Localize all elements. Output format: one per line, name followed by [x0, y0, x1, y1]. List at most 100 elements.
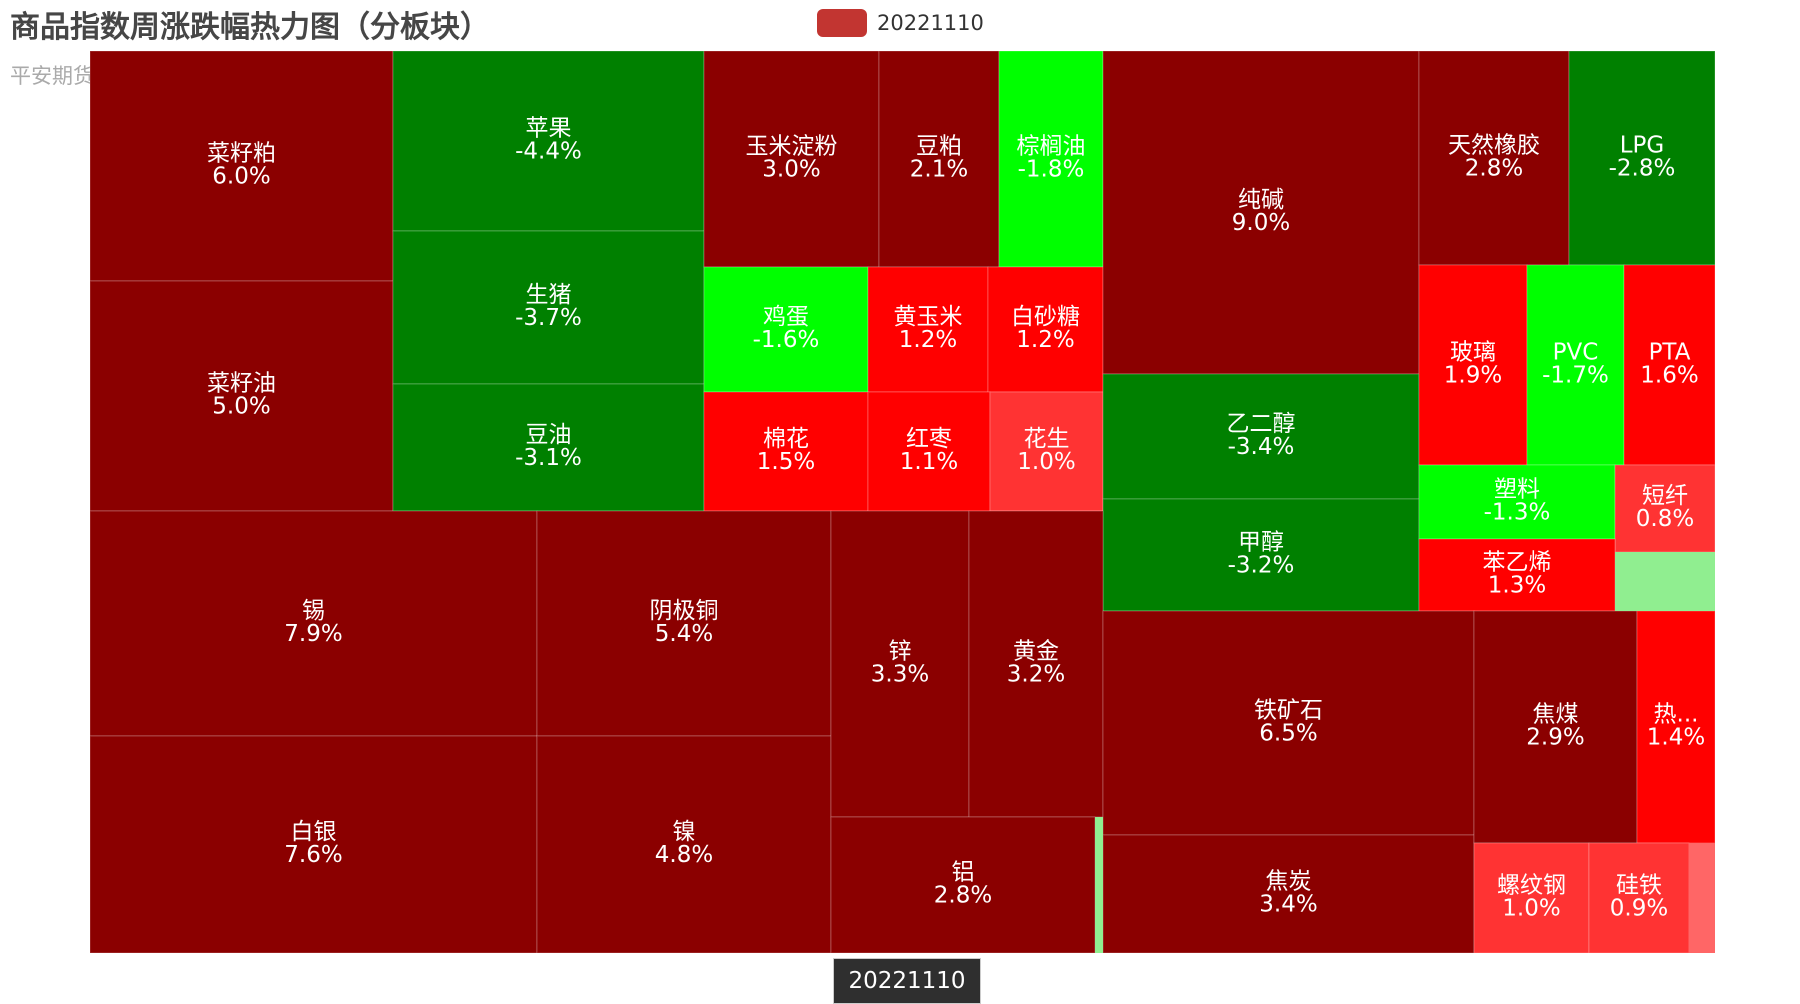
tile-value-label: 3.3% — [871, 662, 929, 688]
tile-value-label: 1.4% — [1647, 725, 1705, 751]
treemap-tile[interactable]: 短纤0.8% — [1614, 464, 1716, 553]
tile-name-label: 苯乙烯 — [1483, 550, 1552, 576]
tile-name-label: 红枣 — [906, 426, 952, 452]
treemap-tile[interactable]: 苹果-4.4% — [392, 50, 705, 232]
treemap-tile[interactable]: 豆粕2.1% — [878, 50, 1000, 268]
tile-name-label: 白银 — [291, 819, 337, 845]
legend-label: 20221110 — [877, 11, 984, 35]
tile-name-label: 铁矿石 — [1254, 698, 1323, 724]
tile-rect — [1588, 842, 1690, 954]
tile-name-label: 塑料 — [1494, 477, 1540, 503]
tile-name-label: 锡 — [302, 598, 325, 624]
tile-name-label: 菜籽粕 — [207, 141, 276, 167]
tile-value-label: 1.0% — [1017, 449, 1075, 475]
tile-name-label: 花生 — [1024, 426, 1070, 452]
tile-name-label: 硅铁 — [1616, 873, 1662, 899]
tile-value-label: -1.7% — [1542, 363, 1609, 389]
tile-name-label: 铝 — [952, 860, 975, 886]
tile-value-label: 2.8% — [1465, 156, 1523, 182]
treemap-tile[interactable]: 热...1.4% — [1636, 610, 1716, 844]
treemap-tile[interactable]: 纯碱9.0% — [1102, 50, 1420, 375]
tile-name-label: 鸡蛋 — [763, 304, 809, 330]
tile-rect — [703, 50, 880, 268]
treemap-tile[interactable]: 棉花1.5% — [703, 391, 869, 512]
tile-name-label: 甲醇 — [1238, 530, 1284, 556]
treemap-tile[interactable]: 黄金3.2% — [968, 510, 1104, 818]
tile-name-label: 锌 — [889, 639, 912, 665]
tile-value-label: 7.9% — [284, 621, 342, 647]
tile-name-label: 阴极铜 — [650, 598, 719, 624]
treemap-tile[interactable]: 玻璃1.9% — [1418, 264, 1528, 466]
tile-rect — [1418, 464, 1616, 540]
tile-value-label: 2.1% — [910, 157, 968, 183]
treemap-tile[interactable]: LPG-2.8% — [1568, 50, 1716, 266]
tile-name-label: 短纤 — [1642, 483, 1688, 509]
treemap-tile[interactable]: 花生1.0% — [989, 391, 1104, 512]
breadcrumb-button[interactable]: 20221110 — [833, 958, 981, 1004]
tile-rect — [536, 735, 832, 954]
tile-rect — [867, 266, 989, 393]
tile-rect — [1102, 834, 1475, 954]
treemap-tile[interactable]: 塑料-1.3% — [1418, 464, 1616, 540]
tile-name-label: 天然橡胶 — [1448, 133, 1540, 159]
tile-rect — [867, 391, 991, 512]
treemap-tile[interactable]: 铝2.8% — [830, 816, 1096, 954]
tile-value-label: 6.0% — [212, 164, 270, 190]
tile-sliver-2[interactable] — [1095, 817, 1103, 953]
tile-value-label: 4.8% — [655, 842, 713, 868]
treemap-tile[interactable]: 甲醇-3.2% — [1102, 498, 1420, 612]
tile-rect — [392, 383, 705, 512]
tile-name-label: 纯碱 — [1238, 187, 1284, 213]
tile-name-label: 苹果 — [526, 116, 572, 142]
tile-value-label: 1.5% — [757, 449, 815, 475]
tile-sliver-1[interactable] — [1615, 552, 1715, 611]
treemap-tile[interactable]: 硅铁0.9% — [1588, 842, 1690, 954]
treemap-tile[interactable]: 红枣1.1% — [867, 391, 991, 512]
treemap-tile[interactable]: 焦炭3.4% — [1102, 834, 1475, 954]
tile-value-label: 1.2% — [1016, 327, 1074, 353]
treemap-tile[interactable]: 生猪-3.7% — [392, 230, 705, 385]
tile-value-label: 9.0% — [1232, 210, 1290, 236]
treemap-tile[interactable]: 锡7.9% — [89, 510, 538, 737]
tile-rect — [1102, 498, 1420, 612]
tile-rect — [1636, 610, 1716, 844]
tile-rect — [878, 50, 1000, 268]
chart-title: 商品指数周涨跌幅热力图（分板块） — [10, 10, 490, 45]
treemap-tile[interactable]: 乙二醇-3.4% — [1102, 373, 1420, 500]
tile-value-label: 1.3% — [1488, 573, 1546, 599]
tile-value-label: 0.8% — [1636, 506, 1694, 532]
tile-rect — [987, 266, 1104, 393]
treemap-tile[interactable]: 豆油-3.1% — [392, 383, 705, 512]
treemap-tile[interactable]: 镍4.8% — [536, 735, 832, 954]
treemap-tile[interactable]: 焦煤2.9% — [1473, 610, 1638, 844]
treemap-tile[interactable]: 棕榈油-1.8% — [998, 50, 1104, 268]
tile-value-label: -3.2% — [1228, 553, 1295, 579]
tile-rect — [536, 510, 832, 737]
treemap-tile[interactable]: 鸡蛋-1.6% — [703, 266, 869, 393]
legend-item[interactable]: 20221110 — [817, 8, 984, 38]
tile-value-label: 2.8% — [934, 883, 992, 909]
tile-rect — [89, 50, 394, 282]
tile-rect — [968, 510, 1104, 818]
treemap-tile[interactable]: PVC-1.7% — [1526, 264, 1625, 466]
tile-name-label: LPG — [1620, 133, 1665, 159]
tile-value-label: 5.0% — [212, 394, 270, 420]
tile-rect — [1102, 50, 1420, 375]
tile-value-label: 1.9% — [1444, 363, 1502, 389]
tile-sliver-3[interactable] — [1689, 843, 1715, 953]
treemap-tile[interactable]: 锌3.3% — [830, 510, 970, 818]
tile-rect — [1526, 264, 1625, 466]
treemap-tile[interactable]: 白银7.6% — [89, 735, 538, 954]
